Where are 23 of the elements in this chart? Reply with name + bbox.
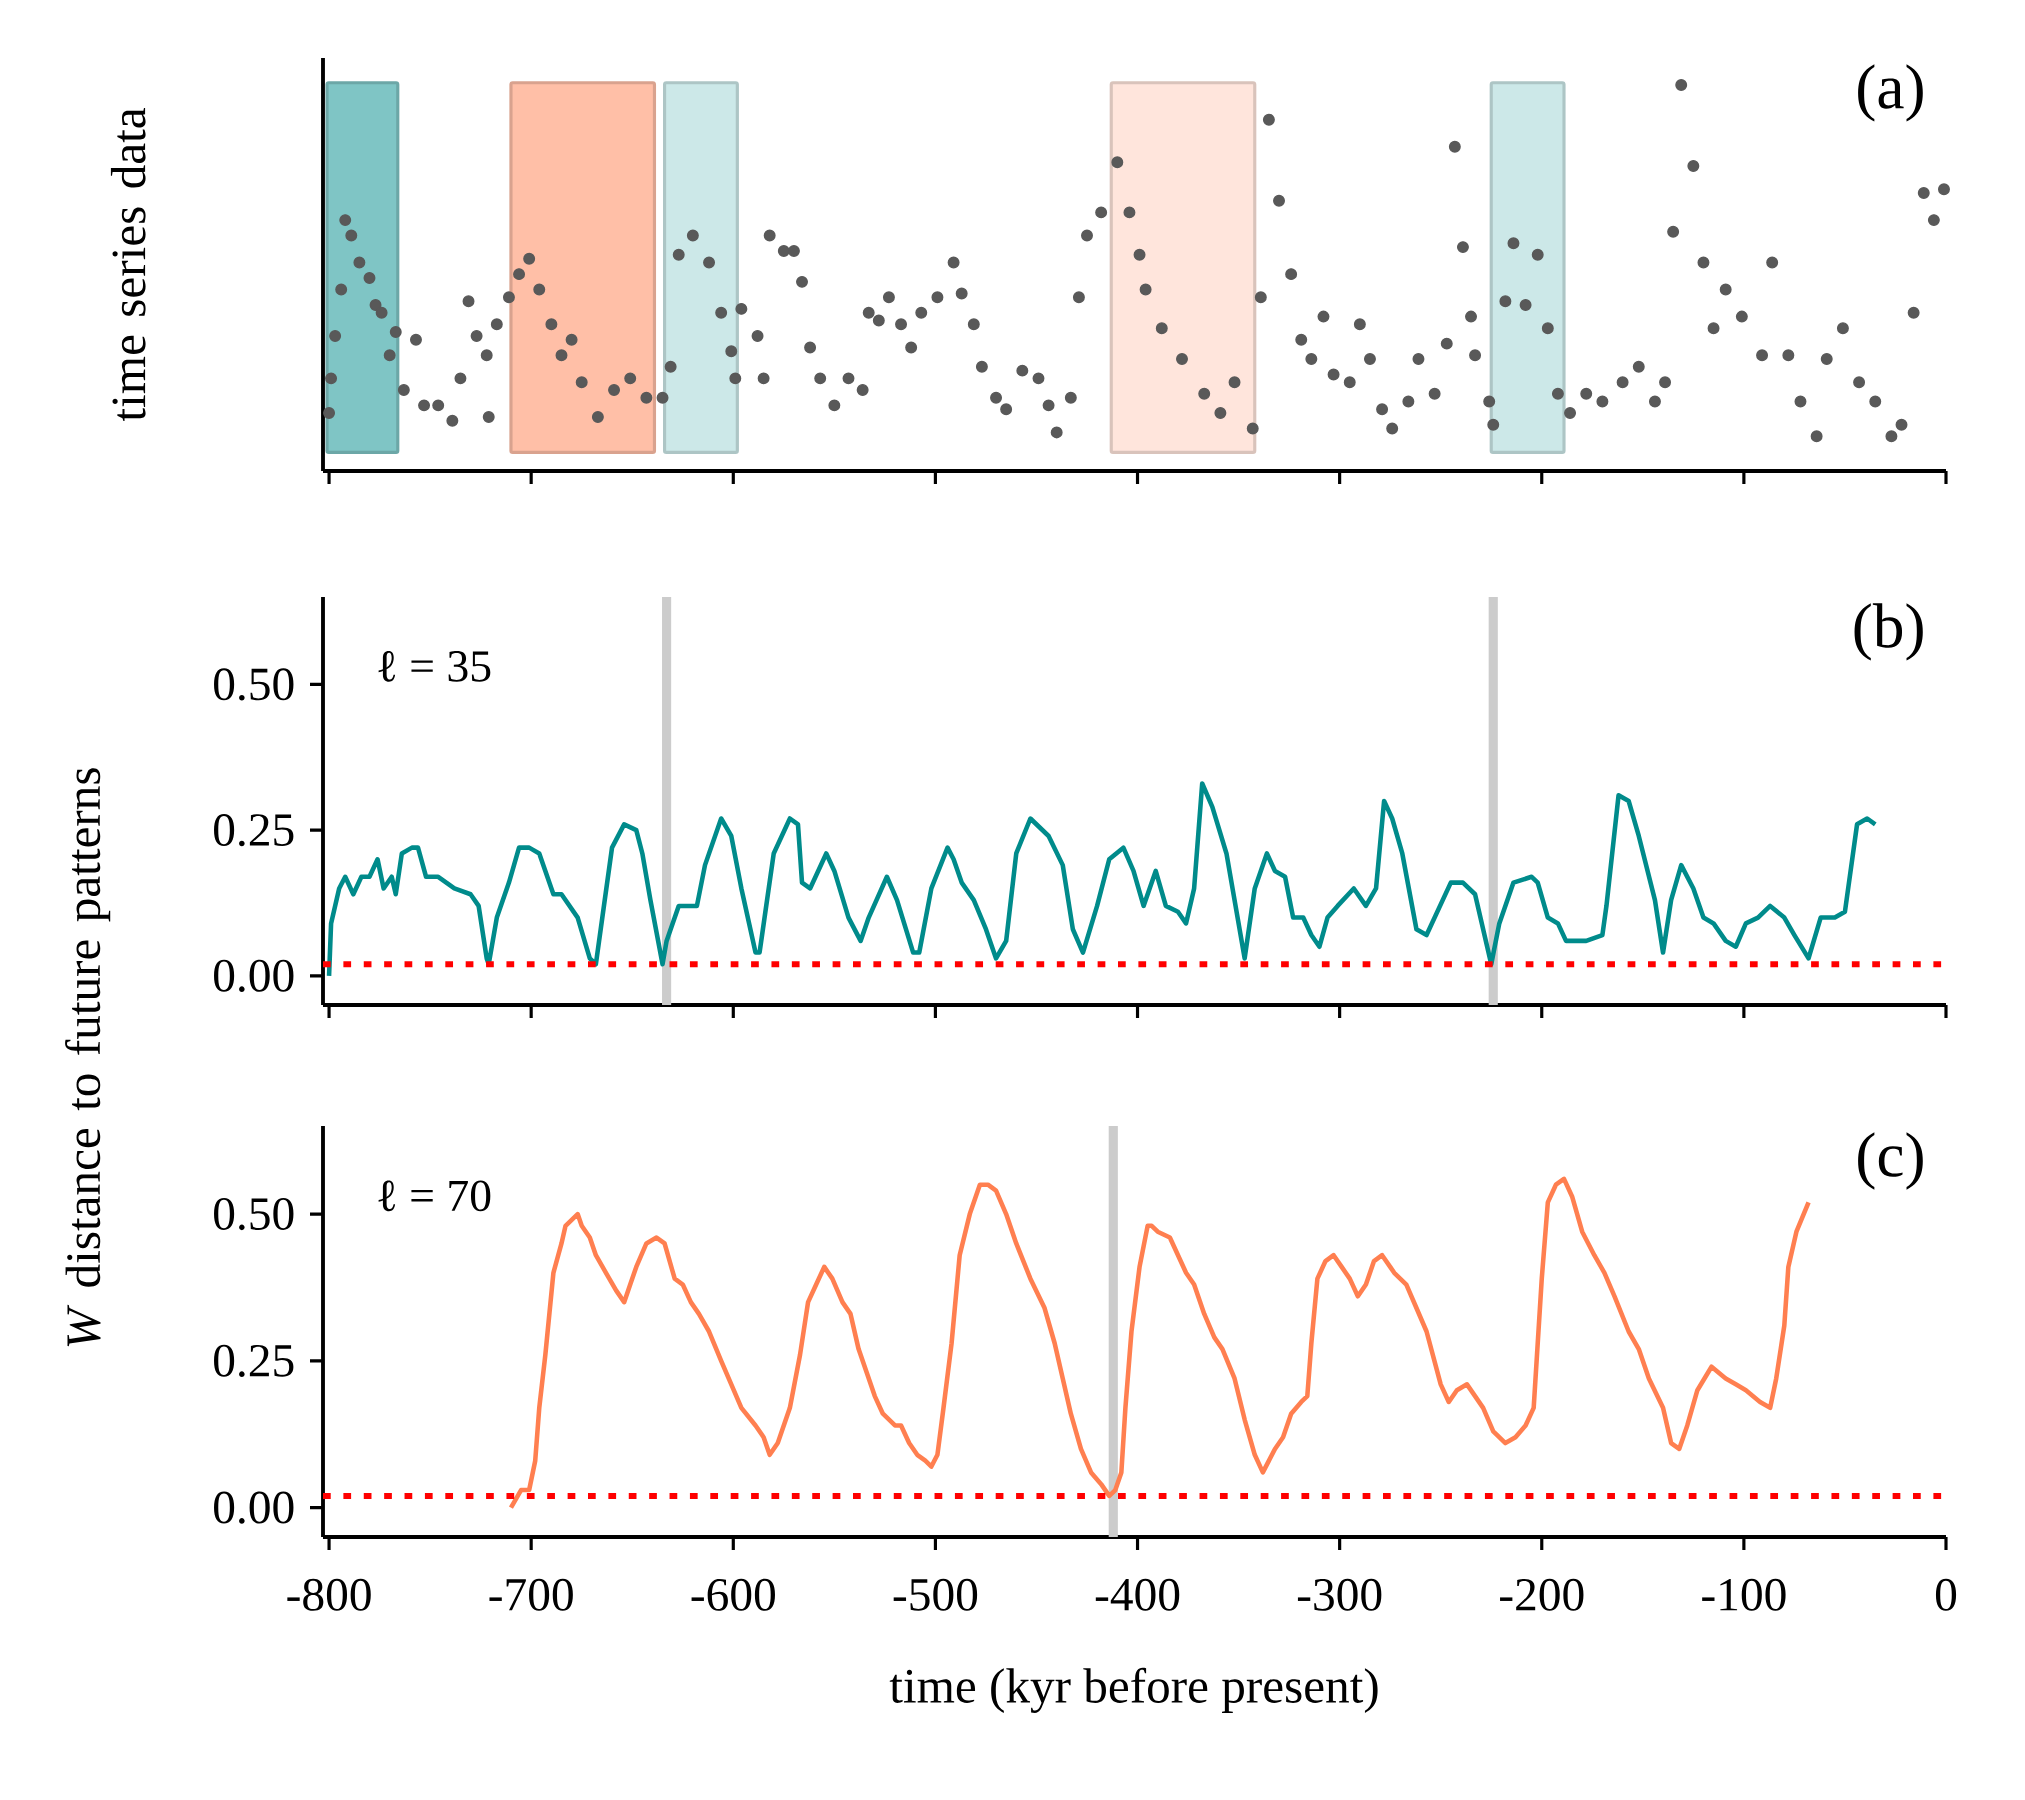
x-tick-label: 0	[1935, 1578, 1957, 1611]
annotation: (c)	[1858, 1132, 1923, 1190]
y-tick-label: 0.25	[214, 814, 294, 847]
annotation: ℓ = 35	[378, 650, 491, 682]
y-tick-label: 0.50	[214, 1197, 294, 1231]
y-tick-label: 0.00	[214, 1491, 294, 1524]
x-tick-label: -200	[1500, 1578, 1584, 1611]
x-tick-label: -600	[691, 1578, 775, 1611]
x-axis-title: time (kyr before present)	[889, 1667, 1378, 1714]
annotation: (b)	[1854, 603, 1923, 661]
x-tick-label: -700	[489, 1578, 573, 1611]
annotation: ℓ = 70	[378, 1180, 491, 1212]
y-axis-title: time series data	[110, 108, 146, 422]
y-axis-title: W distance to future patterns	[65, 768, 111, 1347]
y-tick-label: 0.50	[214, 668, 294, 701]
x-tick-label: -800	[287, 1578, 371, 1611]
x-tick-label: -300	[1297, 1578, 1382, 1611]
y-tick-label: 0.00	[214, 959, 294, 992]
annotation: (a)	[1858, 64, 1923, 122]
x-tick-label: -100	[1702, 1578, 1786, 1611]
x-tick-label: -400	[1095, 1578, 1180, 1611]
x-tick-label: -500	[893, 1578, 978, 1611]
y-tick-label: 0.25	[214, 1344, 294, 1377]
